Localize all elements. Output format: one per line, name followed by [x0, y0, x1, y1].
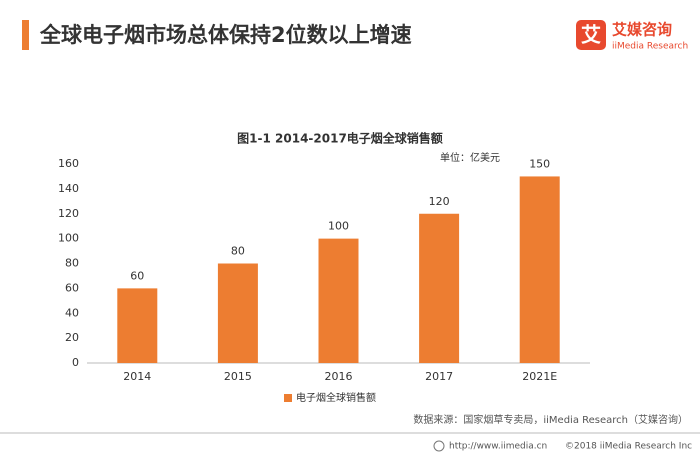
logo-icon: 艾 — [581, 23, 601, 47]
data-label: 100 — [328, 220, 349, 233]
y-tick-label: 80 — [65, 257, 79, 270]
data-label: 120 — [429, 195, 450, 208]
logo-icon-bg — [576, 20, 606, 50]
y-tick-label: 20 — [65, 331, 79, 344]
y-tick-label: 0 — [72, 356, 79, 369]
x-tick-label: 2014 — [123, 370, 151, 383]
logo-name: 艾媒咨询 — [612, 21, 672, 39]
y-tick-label: 140 — [58, 182, 79, 195]
globe-icon — [433, 440, 445, 452]
y-tick-label: 100 — [58, 232, 79, 245]
data-label: 60 — [130, 269, 144, 282]
y-tick-label: 160 — [58, 157, 79, 170]
bar — [217, 263, 258, 363]
bar — [117, 288, 158, 363]
bar — [519, 176, 560, 363]
y-tick-label: 60 — [65, 281, 79, 294]
x-tick-label: 2017 — [425, 370, 453, 383]
chart-title: 图1-1 2014-2017电子烟全球销售额 — [237, 131, 443, 146]
data-label: 80 — [231, 245, 245, 258]
data-label: 150 — [529, 157, 550, 170]
source: 数据来源：国家烟草专卖局，iiMedia Research（艾媒咨询） — [413, 413, 688, 426]
logo-sub: iiMedia Research — [612, 42, 688, 52]
title-accent — [22, 20, 29, 50]
x-tick-label: 2021E — [522, 370, 557, 383]
x-tick-label: 2016 — [325, 370, 353, 383]
footer-copyright: ©2018 iiMedia Research Inc — [565, 442, 692, 452]
x-tick-label: 2015 — [224, 370, 252, 383]
footer-url: http://www.iimedia.cn — [449, 442, 547, 452]
unit-label: 单位：亿美元 — [440, 151, 500, 164]
page-title: 全球电子烟市场总体保持2位数以上增速 — [39, 23, 412, 47]
legend-swatch — [284, 394, 292, 402]
y-tick-label: 40 — [65, 306, 79, 319]
bar — [419, 213, 460, 363]
legend-label: 电子烟全球销售额 — [296, 391, 376, 404]
y-tick-label: 120 — [58, 207, 79, 220]
bar — [318, 238, 359, 363]
